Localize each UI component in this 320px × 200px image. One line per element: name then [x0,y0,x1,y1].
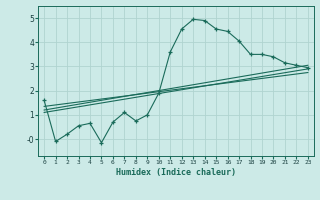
X-axis label: Humidex (Indice chaleur): Humidex (Indice chaleur) [116,168,236,177]
